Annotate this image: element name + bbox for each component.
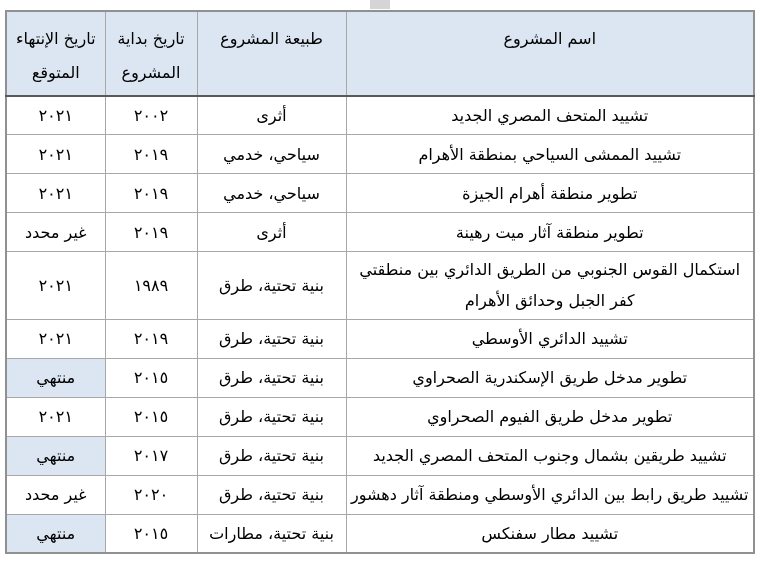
end-date-cell: ٢٠٢١ <box>5 251 106 320</box>
start-date-cell: ٢٠٢٠ <box>104 474 198 515</box>
table-row: تشييد الدائري الأوسطي بنية تحتية، طرق ٢٠… <box>5 318 755 359</box>
project-nature-cell: أثرى <box>196 212 347 253</box>
project-name-cell: تشييد طريق رابط بين الدائري الأوسطي ومنط… <box>345 474 755 515</box>
project-name-cell: تطوير منطقة آثار ميت رهينة <box>345 212 755 253</box>
scroll-tab <box>370 0 390 9</box>
end-date-cell: منتهي <box>5 435 106 476</box>
project-nature-cell: سياحي، خدمي <box>196 173 347 214</box>
project-name-cell: تشييد الممشى السياحي بمنطقة الأهرام <box>345 134 755 175</box>
table-row: تشييد الممشى السياحي بمنطقة الأهرام سياح… <box>5 134 755 175</box>
header-end-date: تاريخ الإنتهاء المتوقع <box>5 10 106 97</box>
project-nature-cell: بنية تحتية، طرق <box>196 396 347 437</box>
end-date-cell: ٢٠٢١ <box>5 134 106 175</box>
header-project-name: اسم المشروع <box>345 10 755 97</box>
projects-table: اسم المشروع طبيعة المشروع تاريخ بداية ال… <box>5 10 755 555</box>
project-name-cell: تشييد المتحف المصري الجديد <box>345 95 755 136</box>
project-nature-cell: بنية تحتية، طرق <box>196 357 347 398</box>
table-row: استكمال القوس الجنوبي من الطريق الدائري … <box>5 251 755 320</box>
table-row: تطوير منطقة أهرام الجيزة سياحي، خدمي ٢٠١… <box>5 173 755 214</box>
start-date-cell: ٢٠٠٢ <box>104 95 198 136</box>
table-row: تطوير مدخل طريق الفيوم الصحراوي بنية تحت… <box>5 396 755 437</box>
header-row: اسم المشروع طبيعة المشروع تاريخ بداية ال… <box>5 10 755 97</box>
end-date-cell: ٢٠٢١ <box>5 95 106 136</box>
start-date-cell: ٢٠١٥ <box>104 396 198 437</box>
start-date-cell: ١٩٨٩ <box>104 251 198 320</box>
project-nature-cell: بنية تحتية، طرق <box>196 474 347 515</box>
project-nature-cell: بنية تحتية، طرق <box>196 251 347 320</box>
start-date-cell: ٢٠١٩ <box>104 134 198 175</box>
header-project-nature: طبيعة المشروع <box>196 10 347 97</box>
project-name-cell: تشييد طريقين بشمال وجنوب المتحف المصري ا… <box>345 435 755 476</box>
start-date-cell: ٢٠١٩ <box>104 212 198 253</box>
start-date-cell: ٢٠١٩ <box>104 318 198 359</box>
project-name-cell: تطوير منطقة أهرام الجيزة <box>345 173 755 214</box>
projects-table-container: اسم المشروع طبيعة المشروع تاريخ بداية ال… <box>5 10 755 555</box>
project-name-cell: تشييد الدائري الأوسطي <box>345 318 755 359</box>
start-date-cell: ٢٠١٧ <box>104 435 198 476</box>
project-name-cell: استكمال القوس الجنوبي من الطريق الدائري … <box>345 251 755 320</box>
table-row: تشييد طريقين بشمال وجنوب المتحف المصري ا… <box>5 435 755 476</box>
start-date-cell: ٢٠١٥ <box>104 357 198 398</box>
table-row: تشييد مطار سفنكس بنية تحتية، مطارات ٢٠١٥… <box>5 513 755 554</box>
project-name-cell: تطوير مدخل طريق الإسكندرية الصحراوي <box>345 357 755 398</box>
end-date-cell: منتهي <box>5 513 106 554</box>
project-nature-cell: أثرى <box>196 95 347 136</box>
table-row: تطوير منطقة آثار ميت رهينة أثرى ٢٠١٩ غير… <box>5 212 755 253</box>
end-date-cell: غير محدد <box>5 212 106 253</box>
project-nature-cell: بنية تحتية، طرق <box>196 318 347 359</box>
table-row: تطوير مدخل طريق الإسكندرية الصحراوي بنية… <box>5 357 755 398</box>
project-nature-cell: بنية تحتية، طرق <box>196 435 347 476</box>
end-date-cell: ٢٠٢١ <box>5 396 106 437</box>
end-date-cell: ٢٠٢١ <box>5 318 106 359</box>
header-start-date: تاريخ بداية المشروع <box>104 10 198 97</box>
start-date-cell: ٢٠١٩ <box>104 173 198 214</box>
table-row: تشييد المتحف المصري الجديد أثرى ٢٠٠٢ ٢٠٢… <box>5 95 755 136</box>
end-date-cell: منتهي <box>5 357 106 398</box>
project-name-cell: تطوير مدخل طريق الفيوم الصحراوي <box>345 396 755 437</box>
project-nature-cell: بنية تحتية، مطارات <box>196 513 347 554</box>
project-name-cell: تشييد مطار سفنكس <box>345 513 755 554</box>
project-nature-cell: سياحي، خدمي <box>196 134 347 175</box>
table-row: تشييد طريق رابط بين الدائري الأوسطي ومنط… <box>5 474 755 515</box>
end-date-cell: غير محدد <box>5 474 106 515</box>
start-date-cell: ٢٠١٥ <box>104 513 198 554</box>
end-date-cell: ٢٠٢١ <box>5 173 106 214</box>
